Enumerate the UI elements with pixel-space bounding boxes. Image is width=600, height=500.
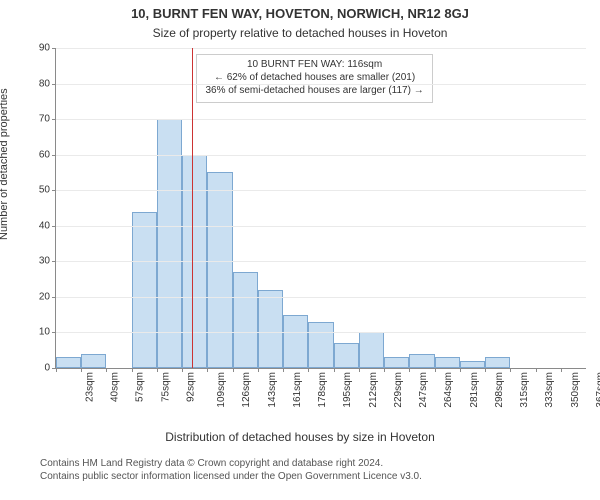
y-gridline [56, 226, 586, 227]
histogram-bar [56, 357, 81, 368]
x-tick-label: 92sqm [185, 368, 196, 402]
y-tick-label: 20 [39, 291, 56, 302]
x-tick-label: 178sqm [317, 368, 328, 408]
histogram-bar [258, 290, 283, 368]
x-tick-label: 350sqm [570, 368, 581, 408]
plot-area: 10 BURNT FEN WAY: 116sqm← 62% of detache… [55, 48, 586, 369]
y-gridline [56, 155, 586, 156]
y-tick-label: 0 [44, 363, 56, 374]
x-tick-label: 40sqm [110, 368, 121, 402]
y-tick-label: 80 [39, 78, 56, 89]
y-tick-label: 10 [39, 327, 56, 338]
x-tickmark [81, 368, 82, 372]
x-tick-label: 23sqm [85, 368, 96, 402]
histogram-bar [283, 315, 308, 368]
x-tickmark [435, 368, 436, 372]
histogram-bar [132, 212, 157, 368]
annotation-line: 10 BURNT FEN WAY: 116sqm [205, 59, 423, 72]
x-tickmark [233, 368, 234, 372]
x-tickmark [308, 368, 309, 372]
x-tickmark [561, 368, 562, 372]
histogram-bar [485, 357, 510, 368]
chart-title-line-1: 10, BURNT FEN WAY, HOVETON, NORWICH, NR1… [0, 6, 600, 21]
footnote-line-2: Contains public sector information licen… [40, 471, 580, 484]
x-tickmark [485, 368, 486, 372]
x-tick-label: 264sqm [443, 368, 454, 408]
histogram-bar [157, 119, 182, 368]
x-tickmark [409, 368, 410, 372]
chart-title-line-2: Size of property relative to detached ho… [0, 26, 600, 40]
chart-container: { "chart": { "type": "histogram", "title… [0, 0, 600, 500]
x-tickmark [56, 368, 57, 372]
x-tick-label: 212sqm [368, 368, 379, 408]
y-gridline [56, 297, 586, 298]
marker-line [192, 48, 193, 368]
x-tickmark [182, 368, 183, 372]
histogram-bar [359, 332, 384, 368]
x-tick-label: 367sqm [595, 368, 600, 408]
x-tickmark [510, 368, 511, 372]
x-tick-label: 298sqm [494, 368, 505, 408]
marker-annotation: 10 BURNT FEN WAY: 116sqm← 62% of detache… [196, 54, 432, 103]
histogram-bar [233, 272, 258, 368]
x-tick-label: 143sqm [267, 368, 278, 408]
histogram-bar [460, 361, 485, 368]
x-tick-label: 57sqm [135, 368, 146, 402]
x-tickmark [132, 368, 133, 372]
y-tick-label: 50 [39, 185, 56, 196]
x-tick-label: 109sqm [216, 368, 227, 408]
y-gridline [56, 84, 586, 85]
histogram-bar [207, 172, 232, 368]
histogram-bar [308, 322, 333, 368]
footnote-line-1: Contains HM Land Registry data © Crown c… [40, 458, 580, 471]
footnote: Contains HM Land Registry data © Crown c… [40, 458, 580, 483]
x-tickmark [334, 368, 335, 372]
y-tick-label: 70 [39, 114, 56, 125]
y-gridline [56, 332, 586, 333]
x-tick-label: 126sqm [242, 368, 253, 408]
y-gridline [56, 190, 586, 191]
x-tickmark [536, 368, 537, 372]
x-tick-label: 247sqm [418, 368, 429, 408]
y-gridline [56, 48, 586, 49]
y-tick-label: 40 [39, 220, 56, 231]
x-tickmark [157, 368, 158, 372]
y-gridline [56, 261, 586, 262]
x-tick-label: 161sqm [292, 368, 303, 408]
histogram-bar [81, 354, 106, 368]
y-tick-label: 90 [39, 43, 56, 54]
histogram-bar [409, 354, 434, 368]
x-tickmark [460, 368, 461, 372]
y-tick-label: 30 [39, 256, 56, 267]
histogram-bar [435, 357, 460, 368]
x-tick-label: 195sqm [342, 368, 353, 408]
x-tick-label: 315sqm [519, 368, 530, 408]
x-tickmark [359, 368, 360, 372]
x-tickmark [207, 368, 208, 372]
x-tickmark [283, 368, 284, 372]
annotation-line: 36% of semi-detached houses are larger (… [205, 85, 423, 98]
y-tick-label: 60 [39, 149, 56, 160]
x-tickmark [384, 368, 385, 372]
x-tick-label: 229sqm [393, 368, 404, 408]
x-tickmark [258, 368, 259, 372]
x-tick-label: 333sqm [544, 368, 555, 408]
x-tick-label: 281sqm [469, 368, 480, 408]
y-gridline [56, 119, 586, 120]
histogram-bar [384, 357, 409, 368]
x-tick-label: 75sqm [160, 368, 171, 402]
x-axis-label: Distribution of detached houses by size … [0, 430, 600, 444]
histogram-bar [334, 343, 359, 368]
x-tickmark [106, 368, 107, 372]
